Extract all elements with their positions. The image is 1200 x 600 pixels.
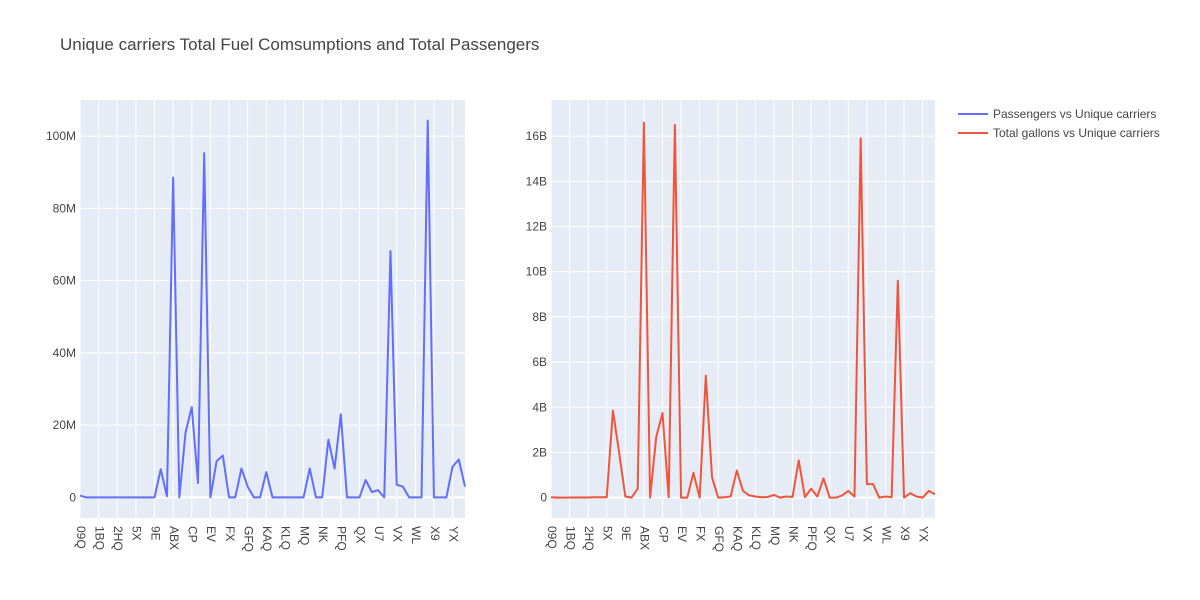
x-tick-label: NK bbox=[316, 526, 330, 543]
x-tick-label: YX bbox=[446, 526, 460, 542]
plot-area bbox=[551, 100, 935, 518]
x-tick-label: KLQ bbox=[749, 526, 763, 550]
x-tick-label: 1BQ bbox=[92, 526, 106, 550]
x-tick-label: X9 bbox=[898, 526, 912, 541]
y-tick-label: 80M bbox=[53, 201, 76, 215]
legend-item[interactable]: Passengers vs Unique carriers bbox=[958, 107, 1156, 121]
x-tick-label: 09Q bbox=[74, 526, 88, 549]
gallons-subplot: 0 2B 4B 6B 8B 10B 12B 14B 16B 09Q 1BQ 2HQ 5X 9E ABX CP E… bbox=[526, 100, 936, 552]
x-tick-label: 2HQ bbox=[111, 526, 125, 551]
y-tick-label: 0 bbox=[69, 490, 76, 504]
x-tick-label: CP bbox=[656, 526, 670, 543]
x-tick-label: FX bbox=[693, 526, 707, 541]
x-tick-label: U7 bbox=[842, 526, 856, 542]
x-tick-label: YX bbox=[916, 526, 930, 542]
x-tick-label: 5X bbox=[130, 526, 144, 541]
x-tick-label: KAQ bbox=[260, 526, 274, 551]
x-tick-label: VX bbox=[861, 526, 875, 542]
legend-label: Total gallons vs Unique carriers bbox=[993, 126, 1160, 140]
x-tick-label: MQ bbox=[768, 526, 782, 545]
y-tick-label: 4B bbox=[532, 400, 547, 414]
y-tick-label: 100M bbox=[46, 129, 76, 143]
x-tick-label: ABX bbox=[638, 526, 652, 550]
x-tick-label: CP bbox=[186, 526, 200, 543]
x-tick-label: WL bbox=[409, 526, 423, 544]
y-tick-label: 60M bbox=[53, 274, 76, 288]
legend-label: Passengers vs Unique carriers bbox=[993, 107, 1156, 121]
chart-title: Unique carriers Total Fuel Comsumptions … bbox=[60, 35, 539, 54]
x-tick-label: 2HQ bbox=[582, 526, 596, 551]
x-tick-label: 5X bbox=[601, 526, 615, 541]
x-tick-label: VX bbox=[391, 526, 405, 542]
passengers-subplot: 0 20M 40M 60M 80M 100M 09Q 1BQ 2HQ 5X 9E ABX CP EV FX G… bbox=[46, 100, 466, 552]
x-tick-label: GFQ bbox=[712, 526, 726, 552]
x-tick-label: 1BQ bbox=[563, 526, 577, 550]
x-tick-label: QX bbox=[824, 526, 838, 543]
plot-area bbox=[80, 100, 465, 518]
y-tick-label: 2B bbox=[532, 445, 547, 459]
x-tick-label: WL bbox=[879, 526, 893, 544]
x-tick-label: QX bbox=[353, 526, 367, 543]
series-line-passengers[interactable] bbox=[79, 119, 466, 499]
series-line-total-gallons[interactable] bbox=[550, 121, 936, 499]
y-tick-label: 8B bbox=[532, 310, 547, 324]
y-tick-label: 16B bbox=[526, 129, 547, 143]
x-tick-label: 9E bbox=[148, 526, 162, 541]
y-tick-label: 40M bbox=[53, 346, 76, 360]
x-tick-label: U7 bbox=[372, 526, 386, 542]
x-tick-label: KLQ bbox=[279, 526, 293, 550]
x-tick-label: GFQ bbox=[241, 526, 255, 552]
x-tick-label: NK bbox=[786, 526, 800, 543]
x-tick-label: KAQ bbox=[731, 526, 745, 551]
y-tick-label: 12B bbox=[526, 220, 547, 234]
x-tick-label: EV bbox=[204, 526, 218, 542]
x-tick-label: 9E bbox=[619, 526, 633, 541]
x-tick-label: X9 bbox=[428, 526, 442, 541]
y-tick-label: 10B bbox=[526, 265, 547, 279]
y-tick-label: 6B bbox=[532, 355, 547, 369]
x-tick-label: ABX bbox=[167, 526, 181, 550]
x-tick-label: PFQ bbox=[805, 526, 819, 551]
x-tick-label: 09Q bbox=[545, 526, 559, 549]
legend-item[interactable]: Total gallons vs Unique carriers bbox=[958, 126, 1160, 140]
x-tick-label: FX bbox=[223, 526, 237, 541]
y-tick-label: 20M bbox=[53, 418, 76, 432]
x-tick-label: PFQ bbox=[335, 526, 349, 551]
x-tick-label: MQ bbox=[297, 526, 311, 545]
legend[interactable]: Passengers vs Unique carriers Total gallo… bbox=[958, 107, 1160, 140]
y-tick-label: 0 bbox=[540, 491, 547, 505]
x-tick-label: EV bbox=[675, 526, 689, 542]
y-tick-label: 14B bbox=[526, 174, 547, 188]
